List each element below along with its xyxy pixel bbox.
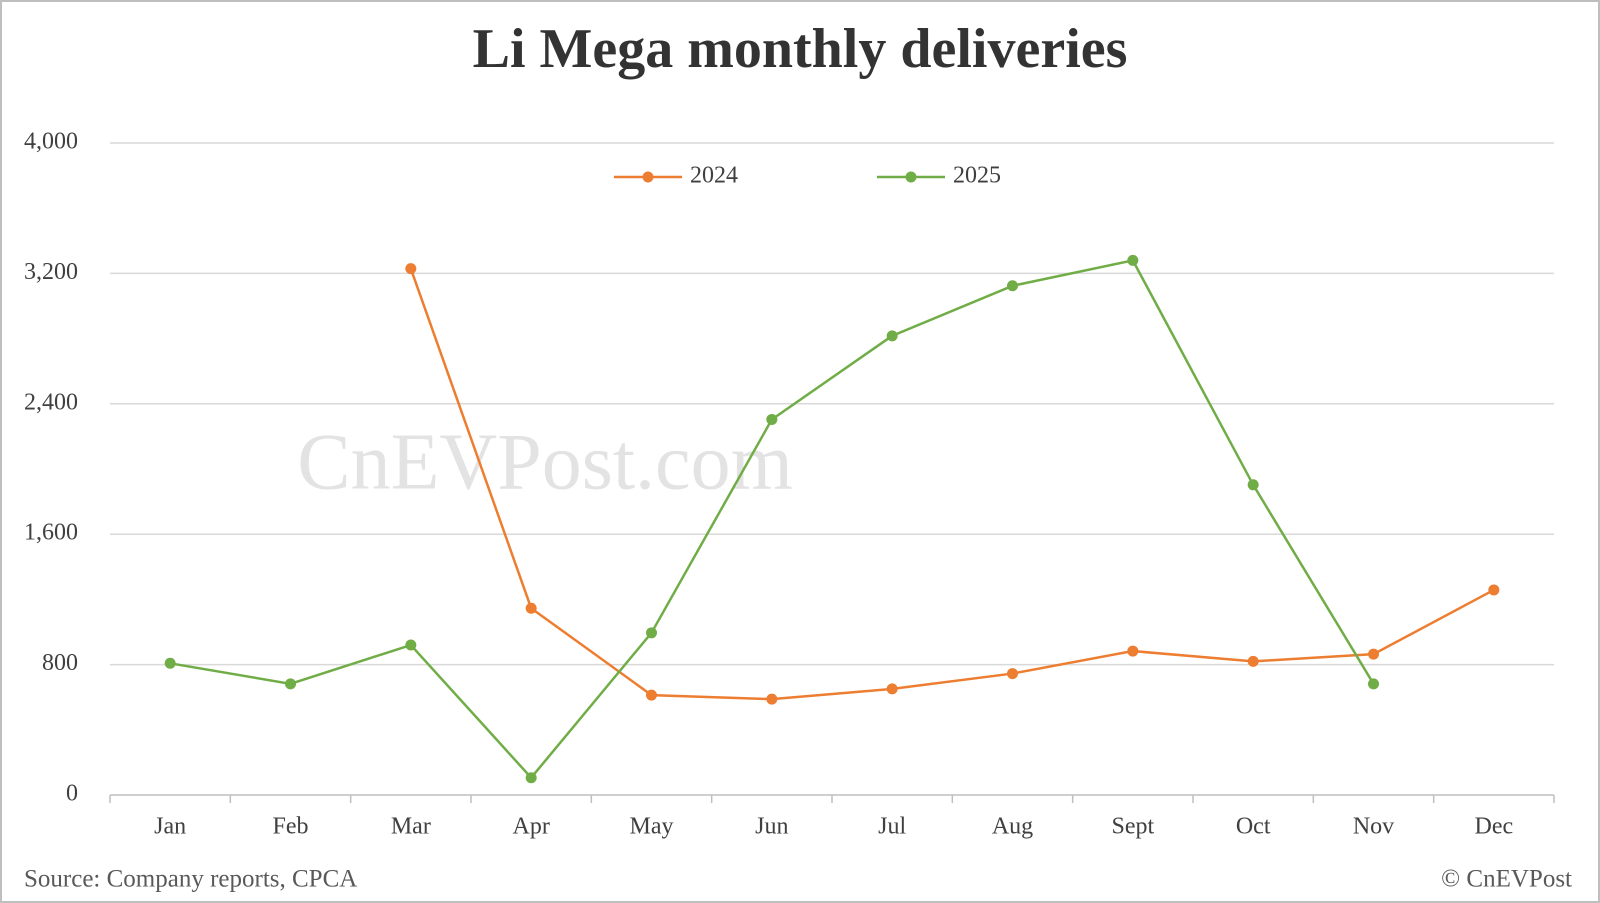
y-tick-label: 2,400: [24, 389, 78, 415]
legend-marker: [905, 171, 917, 183]
data-point: [1007, 668, 1018, 680]
data-point: [1247, 479, 1259, 491]
data-point: [886, 683, 898, 695]
data-point: [405, 639, 417, 651]
x-tick-label: Feb: [273, 814, 309, 840]
series-line: [409, 268, 1495, 701]
legend-marker: [642, 171, 654, 183]
data-point: [164, 657, 176, 669]
x-tick-label: Jan: [154, 814, 186, 840]
y-tick-label: 4,000: [24, 129, 78, 155]
data-point: [525, 602, 537, 614]
data-point: [1247, 655, 1259, 667]
data-point: [1368, 648, 1379, 660]
data-point: [886, 330, 898, 342]
y-tick-label: 1,600: [24, 520, 78, 546]
data-point: [1368, 678, 1379, 690]
x-tick-label: Dec: [1475, 814, 1514, 840]
data-point: [766, 693, 778, 705]
y-tick-label: 3,200: [24, 259, 78, 285]
x-tick-label: Jun: [755, 814, 788, 840]
y-tick-label: 800: [42, 650, 78, 676]
y-tick-label: 0: [66, 781, 78, 807]
source-note: Source: Company reports, CPCA: [24, 866, 357, 893]
copyright: © CnEVPost: [1441, 866, 1572, 893]
data-point: [285, 678, 296, 690]
data-point: [646, 627, 657, 639]
x-tick-label: Aug: [992, 814, 1033, 840]
data-point: [525, 772, 537, 784]
x-tick-label: Oct: [1236, 814, 1271, 840]
watermark: CnEVPost.com: [297, 418, 793, 506]
data-point: [405, 263, 417, 275]
x-tick-label: Sept: [1111, 814, 1154, 840]
data-point: [1007, 280, 1018, 292]
data-point: [766, 413, 778, 425]
data-point: [1488, 584, 1500, 596]
x-tick-label: Apr: [513, 814, 550, 840]
x-tick-label: Mar: [391, 814, 431, 840]
data-point: [1127, 254, 1139, 266]
legend-label: 2024: [690, 163, 738, 189]
x-tick-label: May: [630, 814, 674, 840]
legend-label: 2025: [953, 163, 1001, 189]
data-point: [1127, 645, 1139, 657]
x-tick-label: Jul: [878, 814, 906, 840]
chart-title: Li Mega monthly deliveries: [473, 18, 1128, 80]
data-point: [646, 689, 657, 701]
x-tick-label: Nov: [1353, 814, 1394, 840]
